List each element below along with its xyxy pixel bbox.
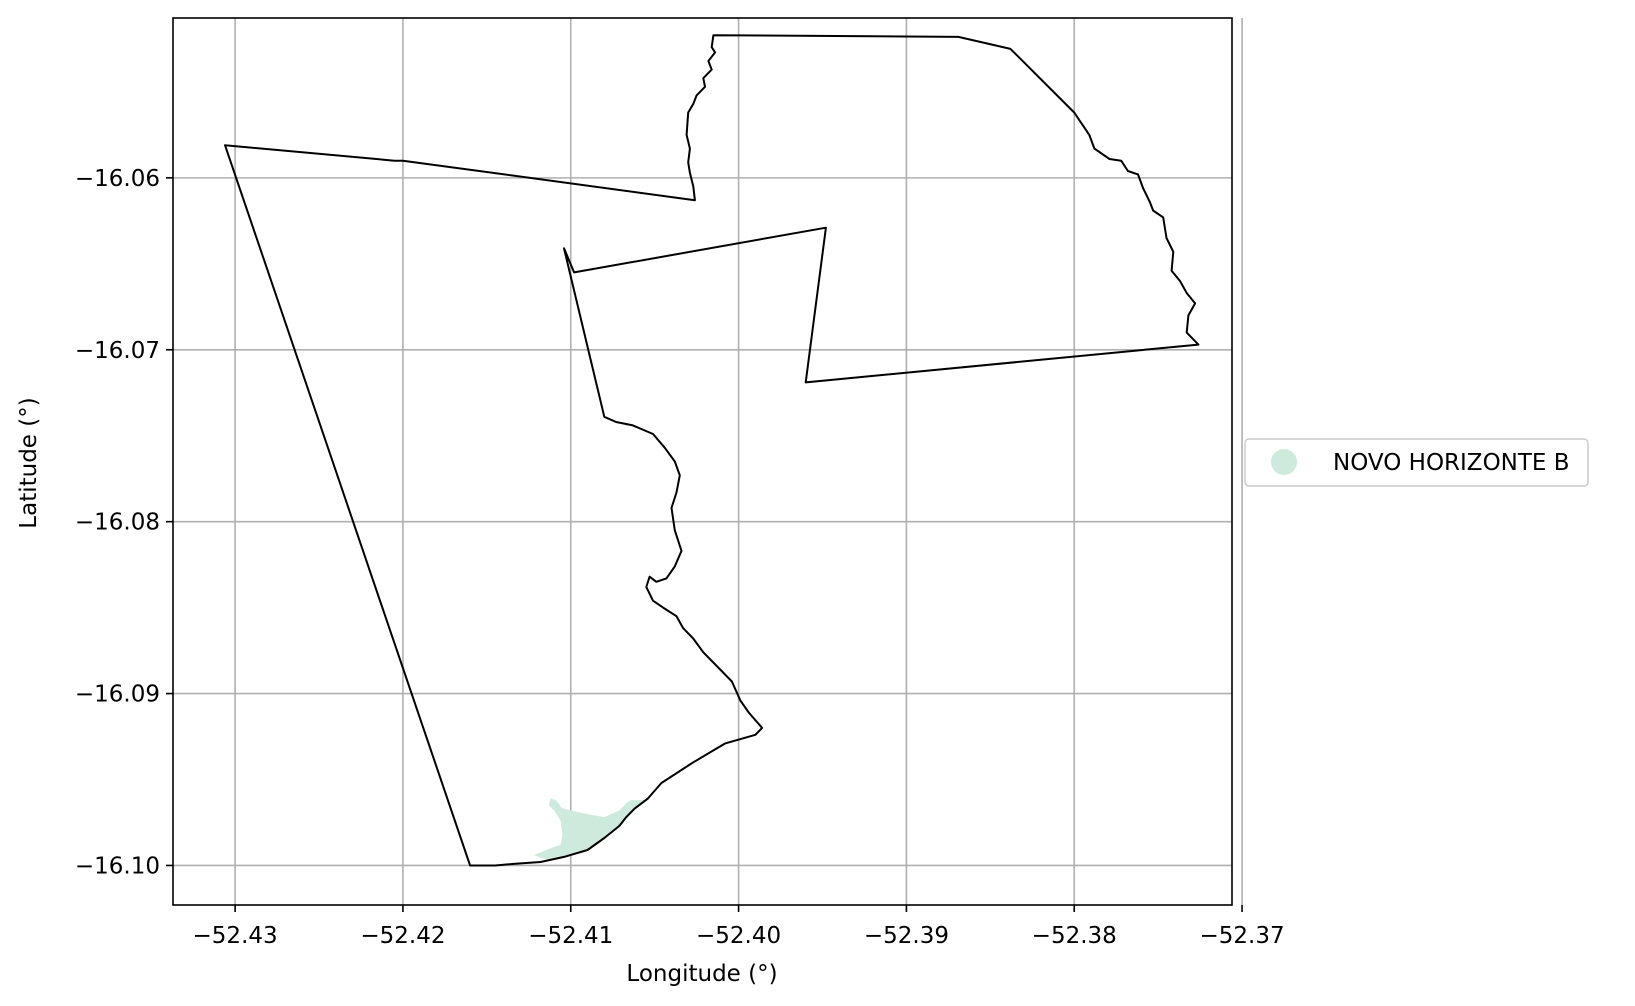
y-tick-label: −16.08 — [75, 510, 160, 536]
y-tick-label: −16.10 — [75, 853, 160, 879]
legend-marker — [1271, 449, 1297, 475]
map-series-layer — [533, 798, 648, 861]
y-tick-label: −16.07 — [75, 338, 160, 364]
boundary-outline — [224, 34, 1200, 867]
legend-entries: NOVO HORIZONTE B — [1271, 449, 1570, 476]
plot-area — [172, 17, 1243, 906]
x-tick-label: −52.42 — [360, 923, 445, 949]
y-tick-label: −16.06 — [75, 166, 160, 192]
region-polygon-novo-horizonte-b — [533, 798, 648, 861]
x-tick-label: −52.43 — [193, 923, 278, 949]
legend: NOVO HORIZONTE B — [1244, 438, 1589, 487]
x-axis-title: Longitude (°) — [626, 961, 777, 987]
y-tick-label: −16.09 — [75, 682, 160, 708]
plot-frame — [172, 17, 1233, 906]
boundary-layer — [224, 34, 1200, 867]
legend-frame — [1244, 438, 1589, 487]
y-axis-ticks: −16.06 −16.07 −16.08 −16.09 −16.10 — [75, 166, 173, 879]
y-axis-title: Latitude (°) — [16, 397, 42, 528]
grid-lines — [173, 18, 1243, 905]
x-tick-label: −52.38 — [1032, 923, 1117, 949]
x-tick-label: −52.40 — [696, 923, 781, 949]
x-tick-label: −52.41 — [528, 923, 613, 949]
x-tick-label: −52.39 — [864, 923, 949, 949]
x-axis-ticks: −52.43 −52.42 −52.41 −52.40 −52.39 −52.38 −52.… — [193, 905, 1285, 949]
x-tick-label: −52.37 — [1200, 923, 1285, 949]
legend-label: NOVO HORIZONTE B — [1333, 450, 1570, 476]
